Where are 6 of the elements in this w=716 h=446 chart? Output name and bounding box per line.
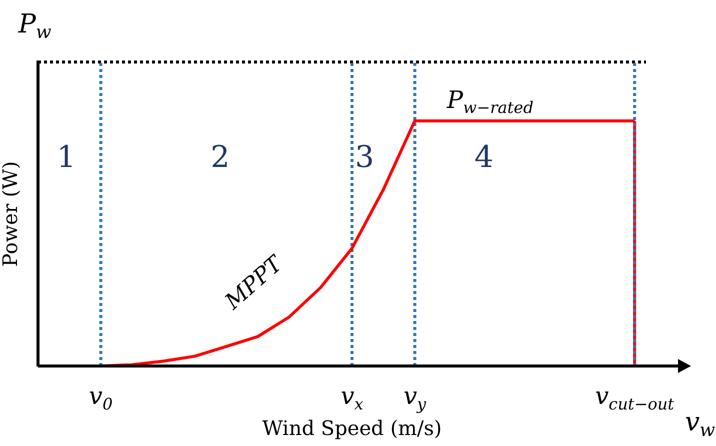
annotation: 1 xyxy=(56,140,76,176)
annotation: 3 xyxy=(355,140,374,176)
annotation: 2 xyxy=(210,140,230,176)
y-axis-title: Power (W) xyxy=(0,161,22,267)
x-axis-title: Wind Speed (m/s) xyxy=(262,416,442,440)
annotation: 4 xyxy=(474,140,494,176)
